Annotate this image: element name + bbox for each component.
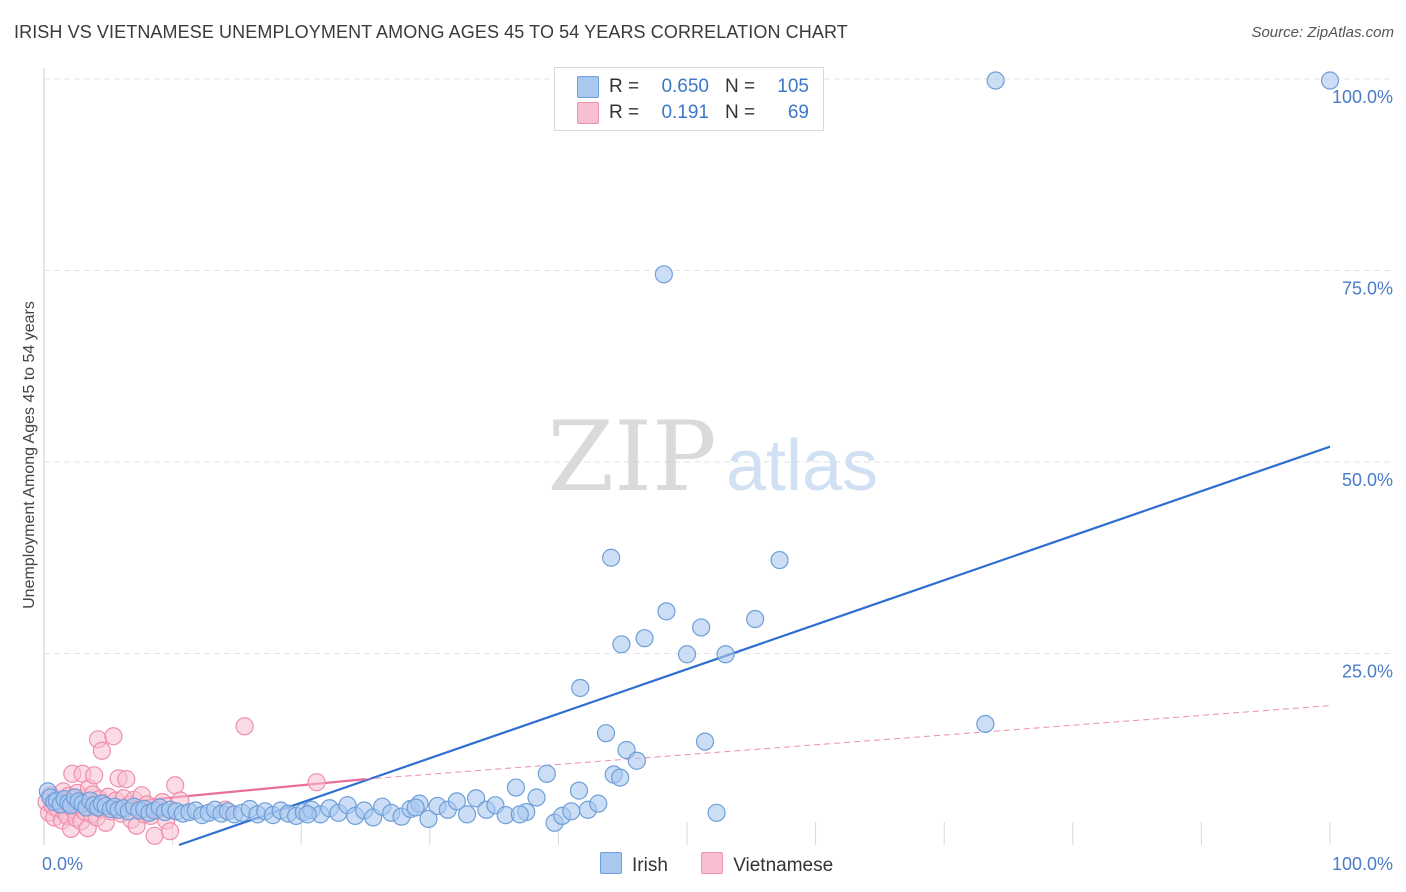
vietnamese-point [307, 773, 326, 792]
irish-point [298, 805, 317, 824]
y-tick-label: 25.0% [1342, 662, 1393, 682]
irish-point [562, 802, 581, 821]
legend-item-vietnamese[interactable]: Vietnamese [701, 852, 833, 877]
vietnamese-swatch [577, 101, 599, 124]
vietnamese-point [235, 717, 254, 736]
zipatlas-watermark: ZIP atlas [547, 401, 878, 513]
irish-point [746, 609, 765, 629]
irish-point [657, 602, 676, 621]
tick-labels: 25.0% 50.0% 75.0% 100.0% 0.0% 100.0% [42, 87, 1393, 874]
irish-point [627, 751, 646, 770]
n-label: N = [725, 102, 756, 123]
vietnamese-point [145, 826, 164, 845]
x-tick-label-max: 100.0% [1332, 854, 1393, 874]
vietnamese-point [160, 822, 180, 841]
irish-point [612, 635, 631, 654]
y-tick-label: 75.0% [1342, 279, 1393, 299]
n-value: 69 [787, 102, 809, 123]
y-axis-label: Unemployment Among Ages 45 to 54 years [21, 301, 38, 609]
irish-point [506, 778, 526, 797]
legend-row-vietnamese: R = 0.191 N = 69 [577, 101, 809, 125]
irish-point [589, 794, 608, 813]
irish-trend-line [178, 445, 1331, 847]
irish-point [466, 789, 486, 808]
irish-point [770, 550, 789, 570]
vietnamese-point [104, 727, 123, 746]
irish-point [654, 265, 673, 284]
vietnamese-point [92, 741, 111, 760]
irish-point [569, 781, 589, 800]
n-value: 105 [777, 76, 809, 97]
irish-point [716, 645, 735, 664]
legend-row-irish: R = 0.650 N = 105 [577, 75, 809, 99]
vietnamese-point [166, 776, 185, 795]
r-value: 0.650 [661, 76, 709, 97]
irish-point [692, 618, 711, 637]
stats-legend: R = 0.650 N = 105 R = 0.191 N = 69 [554, 67, 824, 131]
r-label: R = [609, 102, 640, 123]
series-legend: Irish Vietnamese [600, 852, 861, 877]
vietnamese-legend-swatch [701, 852, 724, 874]
irish-point [635, 629, 654, 648]
y-tick-label: 50.0% [1342, 470, 1393, 490]
irish-point [596, 724, 616, 743]
watermark-atlas: atlas [726, 426, 878, 506]
irish-point [695, 732, 715, 751]
irish-point [447, 792, 466, 811]
irish-point [602, 548, 621, 567]
irish-point [527, 788, 546, 807]
legend-item-irish[interactable]: Irish [600, 852, 668, 877]
irish-point [677, 645, 697, 664]
vietnamese-trend-extension [365, 705, 1331, 780]
irish-legend-label: Irish [632, 855, 668, 876]
irish-point [707, 803, 726, 822]
vietnamese-point [85, 766, 104, 785]
irish-point [976, 714, 995, 734]
vietnamese-points [37, 717, 326, 845]
irish-point [611, 768, 630, 787]
r-label: R = [609, 76, 640, 97]
vietnamese-point [117, 770, 136, 789]
x-tick-label-min: 0.0% [42, 854, 83, 874]
n-label: N = [725, 76, 756, 97]
irish-point [537, 764, 556, 783]
watermark-zip: ZIP [547, 401, 716, 513]
irish-points [38, 71, 1340, 832]
chart-title: IRISH VS VIETNAMESE UNEMPLOYMENT AMONG A… [14, 22, 848, 42]
irish-point [571, 678, 590, 698]
irish-point [406, 798, 425, 817]
r-value: 0.191 [661, 102, 709, 123]
irish-point [510, 805, 529, 824]
irish-point [1320, 71, 1340, 90]
y-tick-label: 100.0% [1332, 87, 1393, 107]
source-label: Source: ZipAtlas.com [1251, 24, 1394, 41]
irish-legend-swatch [600, 852, 622, 874]
irish-swatch [577, 75, 599, 98]
irish-point [457, 805, 477, 824]
irish-point [419, 809, 438, 829]
irish-point [986, 71, 1005, 90]
vietnamese-legend-label: Vietnamese [733, 855, 834, 876]
